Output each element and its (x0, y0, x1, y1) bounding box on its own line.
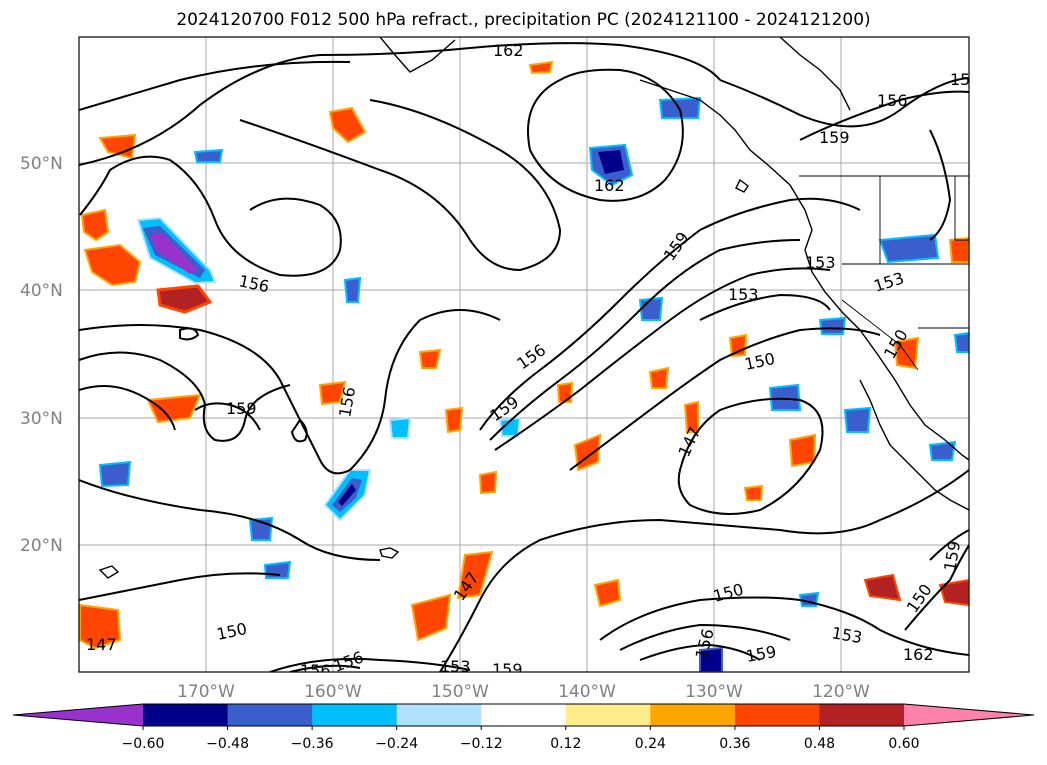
colorbar-segment (819, 704, 905, 726)
colorbar-segment (312, 704, 398, 726)
contour-label: 159 (819, 128, 850, 147)
precip-negative-area (878, 233, 940, 264)
precip-positive-area (98, 133, 137, 160)
lat-label: 50°N (20, 154, 63, 174)
lat-label: 40°N (20, 281, 63, 301)
precip-positive-area (728, 333, 748, 358)
precip-positive-area (83, 243, 142, 287)
precip-negative-area (928, 440, 957, 461)
colorbar-tick-label: −0.60 (122, 736, 165, 752)
contour-label: 162 (493, 41, 524, 60)
precip-negative-area (818, 316, 847, 335)
colorbar-segment (396, 704, 482, 726)
precip-positive-area (456, 550, 494, 600)
colorbar-segment (734, 704, 820, 726)
precip-positive-area (863, 573, 902, 602)
precip-negative-area (699, 646, 723, 672)
map-area (79, 37, 969, 672)
precip-positive-area (156, 284, 213, 314)
lon-label: 140°W (558, 682, 616, 702)
contour-label: 156 (877, 91, 908, 110)
colorbar-segment (650, 704, 736, 726)
precip-negative-area (658, 96, 702, 119)
colorbar-tick-label: 0.36 (719, 736, 750, 752)
contour-label: 153 (728, 285, 759, 304)
lat-label: 20°N (20, 536, 63, 556)
precip-negative-area (343, 276, 362, 303)
colorbar-tick-label: −0.24 (375, 736, 418, 752)
colorbar-segment (565, 704, 651, 726)
lon-label: 150°W (431, 682, 489, 702)
contour-label: 159 (492, 660, 523, 679)
contour-label: 153 (805, 253, 836, 272)
precip-positive-area (418, 348, 442, 369)
precip-negative-area (388, 416, 412, 439)
contour-label: 153 (440, 657, 471, 676)
precip-positive-area (79, 603, 122, 650)
colorbar-tick-label: 0.60 (888, 736, 919, 752)
colorbar-extend-low (13, 704, 143, 726)
precip-positive-area (938, 578, 969, 607)
contour-label: 156 (300, 661, 331, 680)
coastlines (98, 37, 969, 579)
lon-label: 160°W (304, 682, 362, 702)
refractivity-contours (79, 42, 969, 672)
contour-label: 162 (903, 645, 934, 664)
colorbar-extend-high (904, 704, 1034, 726)
colorbar-tick-label: 0.12 (550, 736, 581, 752)
precip-negative-area (843, 406, 872, 433)
longitude-labels: 170°W 160°W 150°W 140°W 130°W 120°W (177, 682, 870, 702)
precip-positive-area (528, 60, 554, 75)
precip-positive-area (556, 381, 574, 403)
colorbar-tick-label: −0.12 (460, 736, 503, 752)
precip-positive-area (146, 393, 202, 424)
political-borders (799, 175, 969, 371)
map-frame (78, 36, 970, 673)
precip-negative-area (768, 383, 802, 411)
precip-negative-area (150, 233, 198, 274)
latitude-labels: 50°N 40°N 30°N 20°N (20, 154, 63, 556)
gridlines (79, 37, 969, 672)
contour-label: 15 (950, 70, 970, 89)
colorbar-tick-label: −0.36 (291, 736, 334, 752)
precip-positive-area (478, 470, 498, 495)
colorbar-tick-label: 0.24 (635, 736, 666, 752)
precip-positive-area (328, 106, 367, 144)
contour-label: 147 (86, 635, 117, 654)
lat-label: 30°N (20, 409, 63, 429)
colorbar: −0.60 −0.48 −0.36 −0.24 −0.12 0.12 0.24 0.36 0.4… (12, 703, 1035, 752)
precip-negative-area (638, 296, 664, 321)
map-title: 2024120700 F012 500 hPa refract., precip… (176, 10, 871, 30)
precip-positive-area (410, 593, 452, 642)
colorbar-segment (227, 704, 313, 726)
precip-positive-area (743, 484, 764, 501)
colorbar-tick-label: 0.48 (804, 736, 835, 752)
colorbar-tick-label: −0.48 (206, 736, 249, 752)
lon-label: 120°W (812, 682, 870, 702)
colorbar-segment (481, 704, 567, 726)
precip-positive-area (318, 380, 347, 406)
precip-positive-area (948, 236, 969, 263)
precip-positive-area (593, 578, 622, 608)
precip-positive-area (788, 433, 817, 468)
precip-negative-area (338, 484, 356, 506)
contour-label: 162 (594, 176, 625, 195)
precip-negative-area (98, 460, 132, 488)
precip-negative-area (953, 331, 969, 353)
precip-negative-area (193, 148, 224, 163)
precip-positive-area (444, 406, 464, 434)
precip-positive-area (80, 208, 110, 242)
contour-label: 159 (226, 399, 257, 418)
colorbar-segment (143, 704, 229, 726)
lon-label: 170°W (177, 682, 235, 702)
precip-positive-area (648, 366, 670, 389)
precip-negative-area (598, 150, 624, 174)
lon-label: 130°W (685, 682, 743, 702)
